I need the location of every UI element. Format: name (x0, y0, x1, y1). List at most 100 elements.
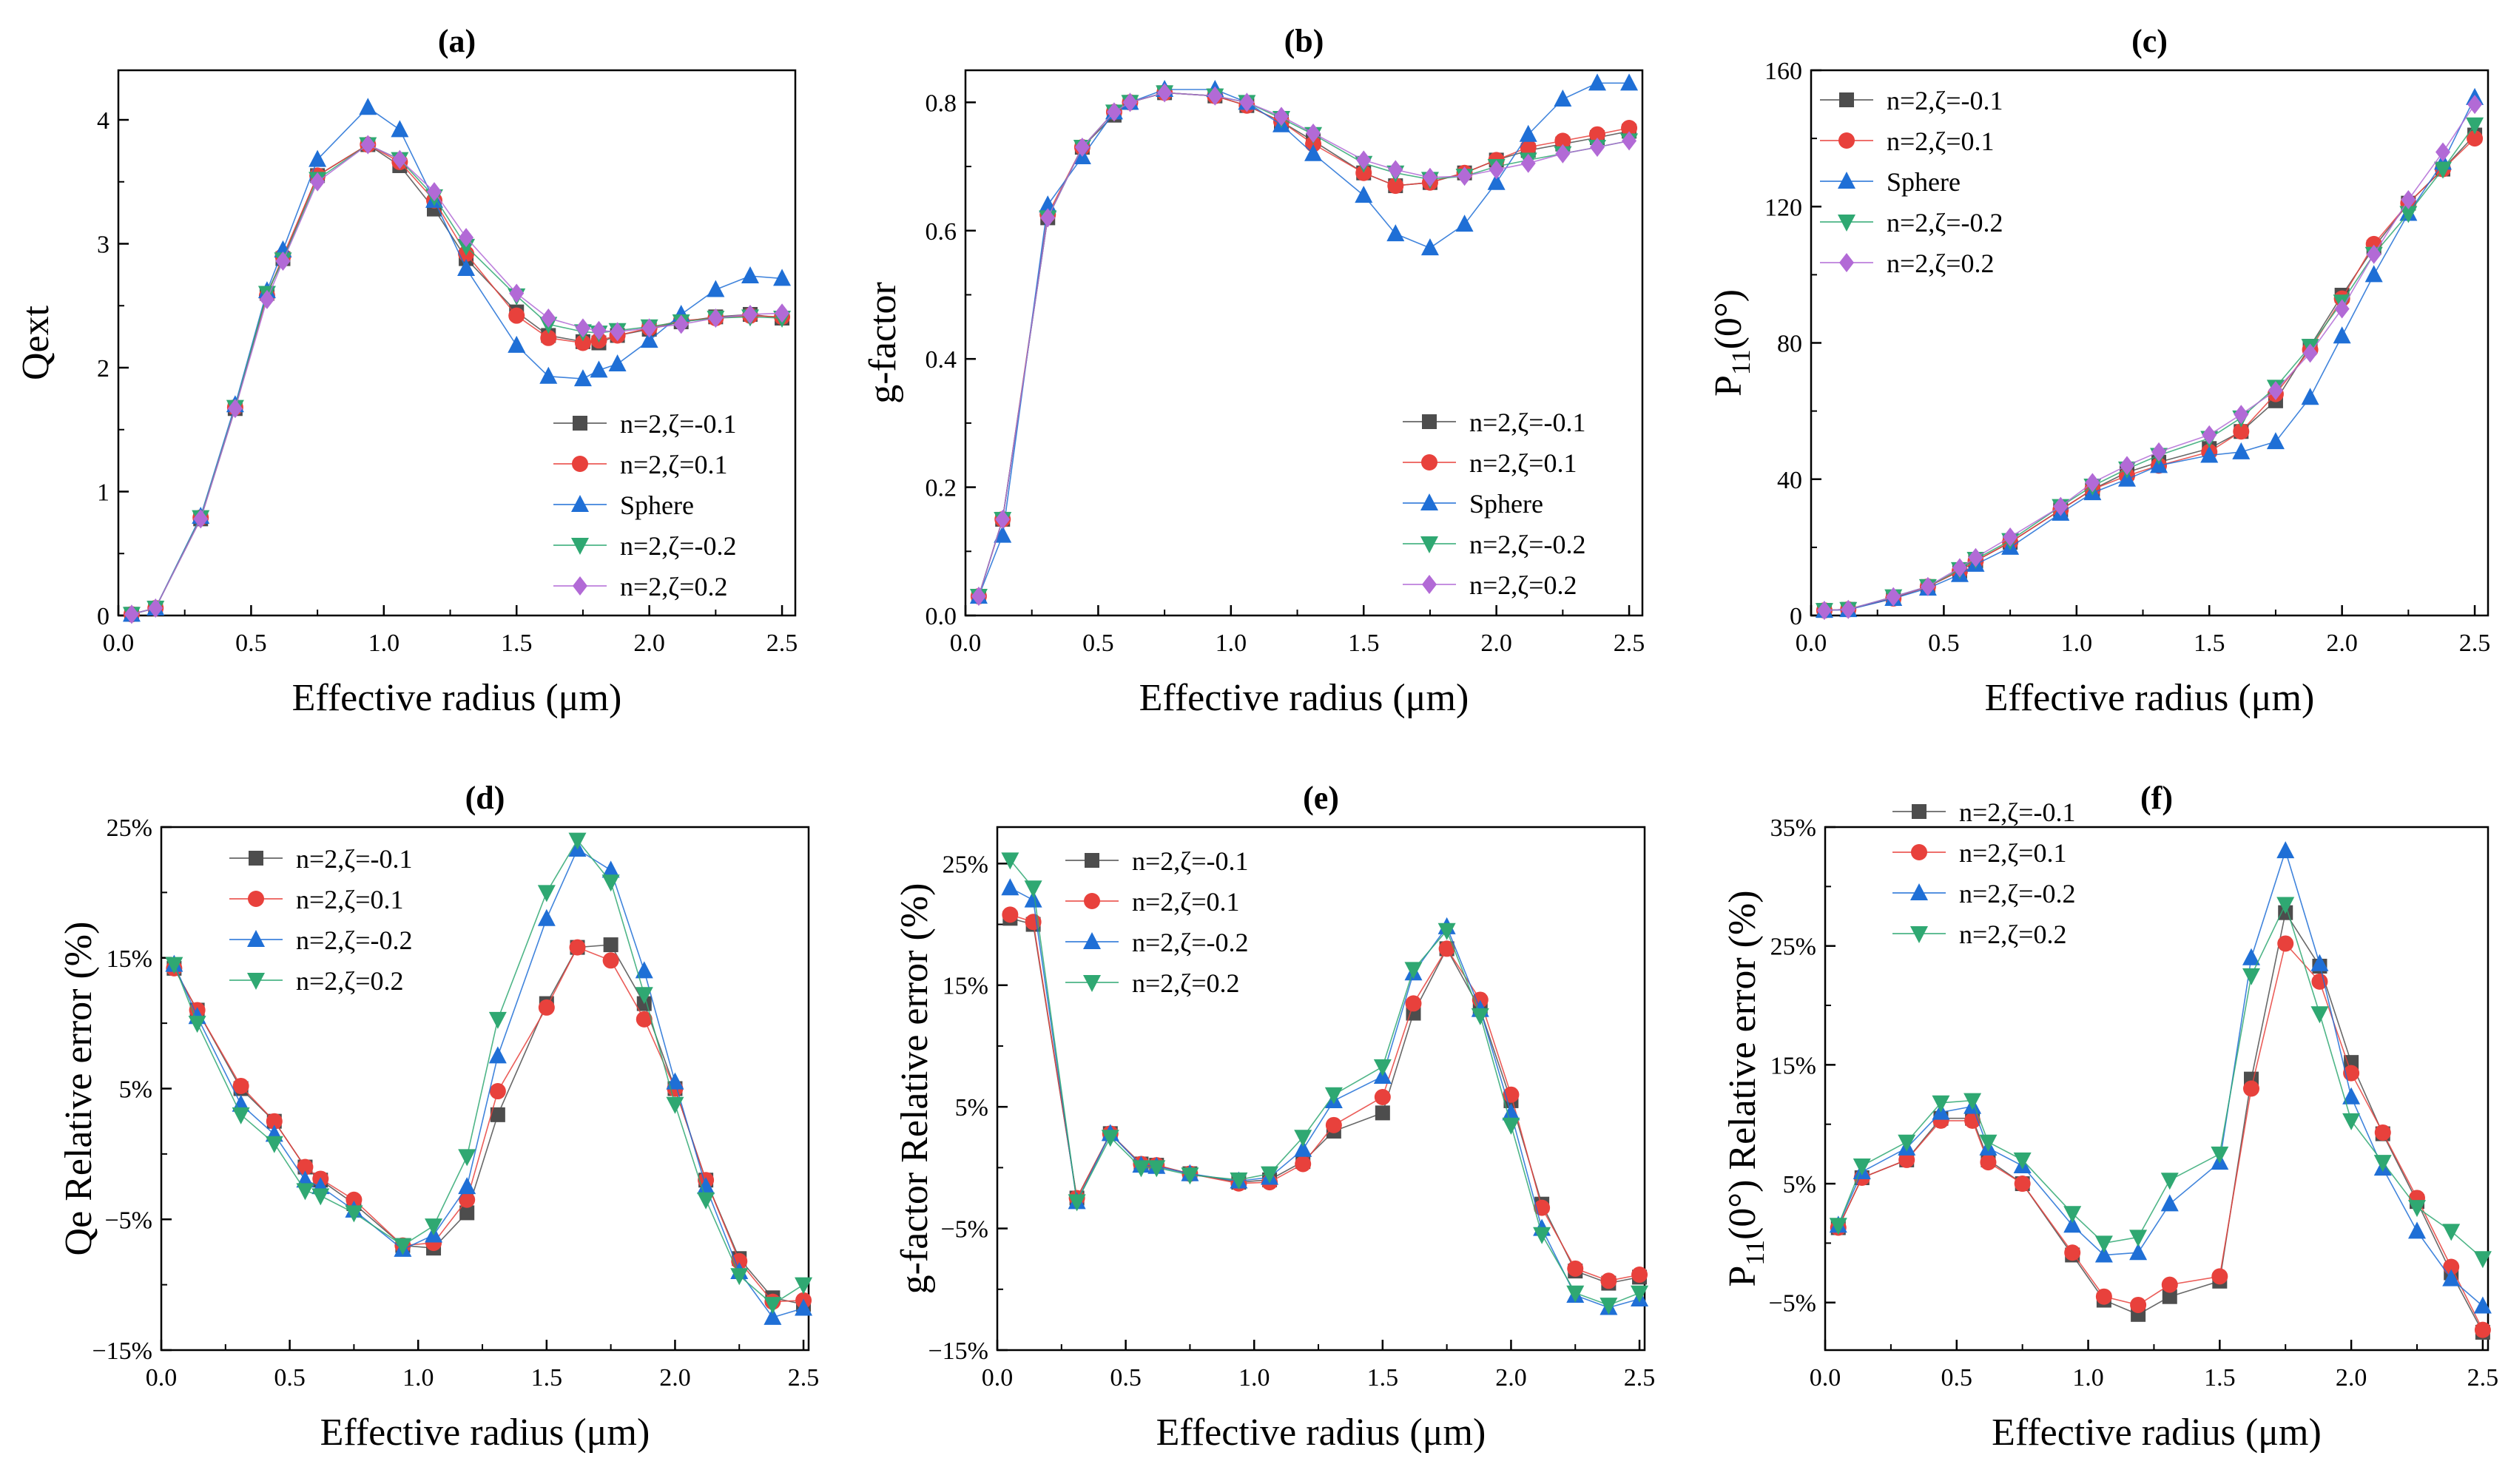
series-line (173, 946, 804, 1303)
legend-label: n=2,ζ=0.1 (1132, 887, 1240, 917)
data-point (640, 331, 658, 348)
x-tick-label: 1.5 (501, 630, 533, 657)
series-line (1838, 849, 2484, 1307)
data-point (2474, 1321, 2491, 1338)
legend-label: n=2,ζ=-0.2 (1132, 928, 1249, 957)
series-n=2,ζ=0.2 (1001, 852, 1649, 1315)
legend-label: n=2,ζ=-0.2 (1469, 530, 1586, 559)
data-point (2064, 1244, 2081, 1261)
panel-title: (f) (2140, 780, 2173, 816)
x-tick-label: 1.0 (2072, 1364, 2104, 1392)
data-point (1932, 1095, 1950, 1113)
data-point (1261, 1166, 1279, 1184)
data-point (2120, 456, 2134, 476)
data-point (1502, 1103, 1520, 1121)
data-point (666, 1072, 684, 1090)
series-line (1009, 859, 1640, 1306)
data-point (2211, 1146, 2229, 1164)
data-point (311, 1188, 330, 1206)
data-point (459, 1191, 476, 1208)
data-point (2310, 1006, 2329, 1024)
legend-label: n=2,ζ=0.2 (1132, 968, 1240, 998)
series-n=2,ζ=-0.2 (1829, 841, 2492, 1314)
legend: n=2,ζ=-0.1 n=2,ζ=0.1 n=2,ζ=-0.2 n=2,ζ=0.2 (229, 844, 413, 996)
data-point (2233, 423, 2250, 440)
series-n=2,ζ=-0.1 (971, 85, 1637, 604)
series-line (173, 839, 804, 1306)
legend-label: n=2,ζ=0.2 (620, 572, 728, 601)
legend: n=2,ζ=-0.1 n=2,ζ=0.1 n=2,ζ=-0.2 n=2,ζ=0.2 (1065, 846, 1249, 998)
y-tick-label: 25% (943, 851, 988, 878)
legend: n=2,ζ=-0.1 n=2,ζ=0.1 n=2,ζ=-0.2 n=2,ζ=0.2 (1892, 797, 2076, 949)
x-tick-label: 2.5 (766, 630, 798, 657)
data-point (2094, 1245, 2113, 1263)
legend-marker (1839, 253, 1854, 272)
data-point (1230, 1172, 1248, 1190)
data-point (488, 1011, 507, 1029)
legend-label: Sphere (1887, 167, 1961, 197)
data-point (427, 182, 442, 202)
series-n=2,ζ=-0.2 (1001, 878, 1649, 1315)
series-n=2,ζ=0.1 (970, 84, 1638, 604)
legend-label: n=2,ζ=-0.1 (1887, 86, 2003, 115)
x-tick-label: 2.5 (1614, 630, 1645, 657)
data-point (575, 318, 590, 338)
y-tick-label: 0.6 (926, 218, 957, 246)
legend-label: n=2,ζ=0.1 (296, 885, 404, 914)
data-point (458, 1177, 476, 1195)
data-point (537, 908, 556, 926)
data-point (1295, 1156, 1312, 1173)
data-point (2129, 1230, 2148, 1247)
data-point (1554, 90, 1572, 107)
data-point (1294, 1139, 1312, 1157)
y-axis-label-suffix: (0°) (1708, 289, 1750, 349)
data-point (537, 885, 556, 903)
series-n=2,ζ=0.2 (165, 832, 813, 1315)
legend-marker (1422, 414, 1437, 429)
data-point (1405, 995, 1422, 1012)
x-tick-label: 0.0 (950, 630, 982, 657)
legend-label: n=2,ζ=-0.1 (1469, 408, 1586, 437)
legend-marker (573, 416, 587, 431)
x-tick-label: 1.0 (1238, 1364, 1270, 1392)
chart-panel-b: (b) 0.0 0.5 1.0 1.5 2.0 2.5 0.0 0.2 0.4 0.6 0.8 Effe… (862, 23, 1645, 719)
y-axis-label: g-factor (862, 282, 904, 404)
data-point (2399, 206, 2418, 223)
data-point (994, 525, 1012, 543)
legend-marker (248, 891, 264, 907)
legend-marker (1838, 172, 1855, 189)
data-point (2466, 117, 2484, 135)
chart-panel-e: (e) 0.0 0.5 1.0 1.5 2.0 2.5 −15% −5% 5% 15% 25% Effe… (894, 780, 1655, 1454)
x-tick-label: 2.0 (1480, 630, 1512, 657)
y-tick-label: 4 (97, 107, 109, 135)
data-point (2442, 1269, 2461, 1286)
data-point (1374, 1089, 1391, 1106)
data-point (1106, 102, 1122, 122)
data-point (1375, 1105, 1390, 1121)
series-n=2,ζ=0.2 (124, 135, 790, 624)
data-point (1157, 83, 1173, 103)
x-tick-label: 1.5 (1367, 1364, 1399, 1392)
legend-label: n=2,ζ=-0.1 (296, 844, 413, 874)
legend-marker (1421, 454, 1437, 471)
data-point (1589, 126, 1605, 143)
legend-marker (1085, 853, 1099, 868)
y-tick-label: 2 (97, 355, 109, 382)
data-point (574, 334, 591, 351)
series-line (1824, 134, 2475, 611)
data-point (590, 360, 608, 378)
data-point (1631, 1267, 1648, 1284)
y-tick-label: −15% (92, 1338, 153, 1365)
chart-panel-f: (f) 0.0 0.5 1.0 1.5 2.0 2.5 −5% 5% 15% 25% 35% Effec… (1722, 780, 2498, 1454)
x-tick-label: 0.5 (1082, 630, 1114, 657)
x-tick-label: 1.0 (1216, 630, 1247, 657)
legend-marker (1912, 804, 1926, 819)
series-n=2,ζ=0.2 (1829, 897, 2492, 1269)
legend-marker (1910, 883, 1928, 900)
x-tick-label: 1.0 (402, 1364, 434, 1392)
data-point (1489, 160, 1504, 180)
data-point (2473, 1251, 2492, 1269)
x-tick-label: 2.5 (2467, 1364, 2499, 1392)
legend-label: n=2,ζ=0.1 (1469, 448, 1577, 478)
data-point (2302, 343, 2318, 363)
